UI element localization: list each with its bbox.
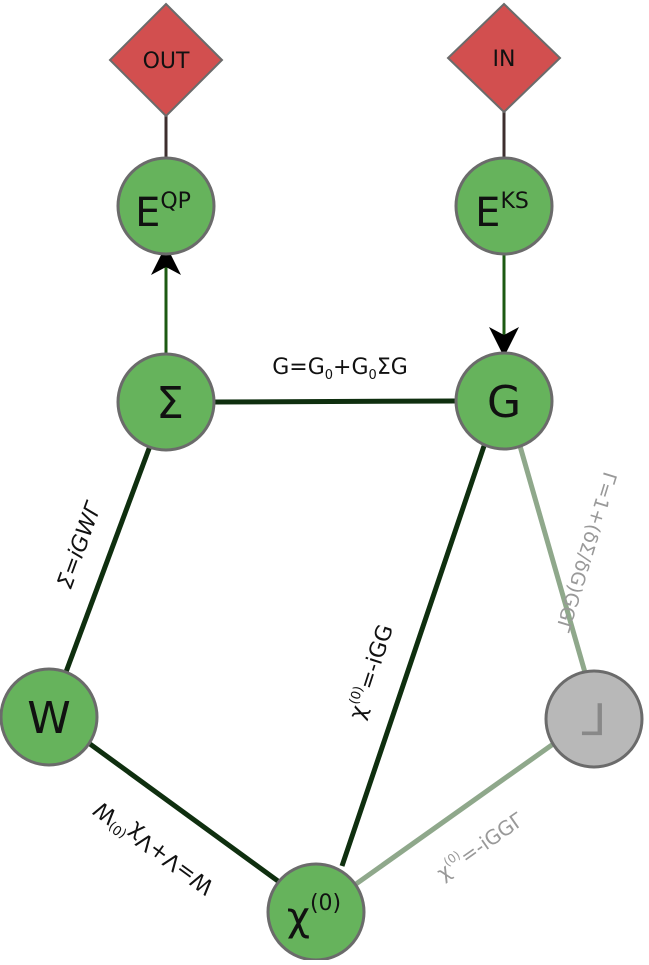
in-label: IN	[493, 47, 516, 72]
chi0-sup: (0)	[310, 891, 341, 916]
edge-g-gamma	[517, 445, 589, 677]
svg-text:EQP: EQP	[135, 189, 191, 236]
sigma-node: Σ	[116, 352, 216, 452]
eks-sup: KS	[500, 189, 528, 214]
eqp-node: EQP	[116, 156, 216, 256]
gamma-node: Γ	[544, 669, 644, 769]
edge-gamma-chi0	[354, 739, 558, 887]
edge-w-chi0	[88, 741, 284, 887]
sigma-symbol: Σ	[156, 378, 184, 429]
edge-sigma-w	[63, 445, 153, 673]
eqp-base: E	[135, 190, 160, 236]
eks-node: EKS	[454, 156, 554, 256]
dyson-equation-label: G=G0+G0ΣG	[272, 355, 408, 383]
g-symbol: G	[487, 377, 521, 428]
out-label: OUT	[143, 49, 190, 74]
w-node: W	[0, 667, 99, 767]
out-terminal: OUT	[108, 2, 224, 118]
eks-base: E	[475, 190, 500, 236]
svg-text:χ(0): χ(0)	[287, 891, 341, 940]
gamma-symbol: Γ	[581, 692, 606, 743]
edge-g-chi0	[339, 445, 487, 867]
chi-gg-equation-label: χ(0)=-iGG	[343, 621, 399, 722]
chi0-node: χ(0)	[266, 862, 366, 962]
chi0-base: χ	[287, 894, 310, 940]
svg-text:EKS: EKS	[475, 189, 529, 236]
gamma-equation-label: Γ=1+(δΣ/δG)GGΓ	[551, 469, 621, 634]
w-equation-label: W=V+Vχ(0)W	[88, 795, 219, 900]
edge-sigma-g	[213, 398, 457, 405]
in-terminal: IN	[446, 2, 562, 114]
eqp-sup: QP	[160, 189, 191, 214]
g-node: G	[454, 351, 554, 451]
w-symbol: W	[27, 693, 71, 744]
